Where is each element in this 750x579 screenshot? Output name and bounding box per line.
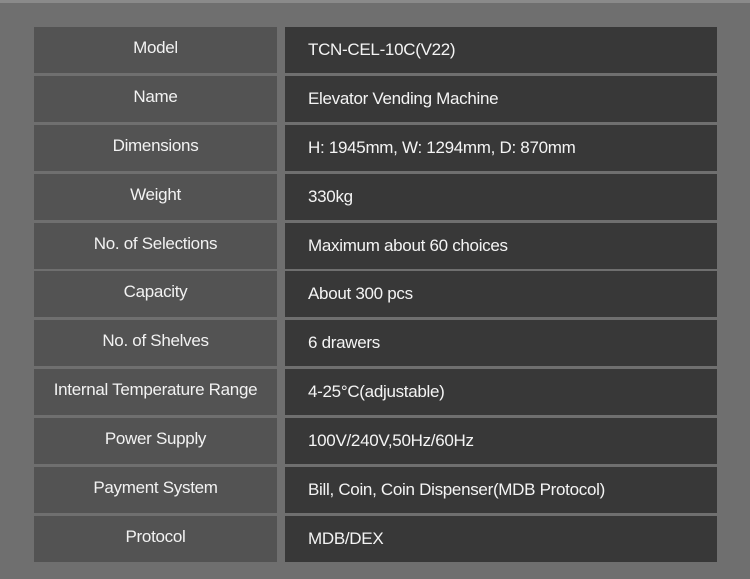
spec-label: Protocol (34, 515, 277, 562)
spec-row: Weight 330kg (34, 173, 717, 220)
top-border (0, 0, 750, 3)
spec-row: Capacity About 300 pcs (34, 271, 717, 318)
spec-value: Elevator Vending Machine (285, 75, 717, 122)
spec-row: Protocol MDB/DEX (34, 515, 717, 562)
spec-value: MDB/DEX (285, 515, 717, 562)
spec-row: Internal Temperature Range 4-25°C(adjusta… (34, 369, 717, 416)
spec-table: Model TCN-CEL-10C(V22) Name Elevator Vendin… (34, 27, 717, 565)
spec-label: No. of Shelves (34, 320, 277, 367)
spec-label: Dimensions (34, 124, 277, 171)
spec-value: Maximum about 60 choices (285, 222, 717, 269)
spec-label: Weight (34, 173, 277, 220)
spec-label: Power Supply (34, 418, 277, 465)
spec-value: 6 drawers (285, 320, 717, 367)
spec-row: Payment System Bill, Coin, Coin Dispenser… (34, 467, 717, 514)
spec-value: About 300 pcs (285, 271, 717, 318)
spec-value: H: 1945mm, W: 1294mm, D: 870mm (285, 124, 717, 171)
spec-label: Model (34, 27, 277, 73)
spec-value: TCN-CEL-10C(V22) (285, 27, 717, 73)
spec-label: Name (34, 75, 277, 122)
spec-value: 100V/240V,50Hz/60Hz (285, 418, 717, 465)
spec-value: 4-25°C(adjustable) (285, 369, 717, 416)
spec-label: Payment System (34, 467, 277, 514)
spec-label: No. of Selections (34, 222, 277, 269)
spec-value: 330kg (285, 173, 717, 220)
spec-value: Bill, Coin, Coin Dispenser(MDB Protocol) (285, 467, 717, 514)
spec-row: Power Supply 100V/240V,50Hz/60Hz (34, 418, 717, 465)
spec-row: Name Elevator Vending Machine (34, 75, 717, 122)
spec-label: Capacity (34, 271, 277, 318)
spec-row: Model TCN-CEL-10C(V22) (34, 27, 717, 73)
spec-row: No. of Selections Maximum about 60 choice… (34, 222, 717, 269)
spec-row: Dimensions H: 1945mm, W: 1294mm, D: 870mm (34, 124, 717, 171)
spec-row: No. of Shelves 6 drawers (34, 320, 717, 367)
spec-label: Internal Temperature Range (34, 369, 277, 416)
